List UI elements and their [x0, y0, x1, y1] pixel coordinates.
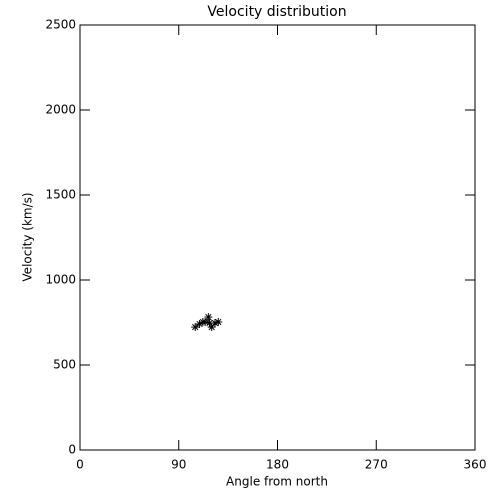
data-point: [191, 323, 200, 332]
y-tick-label: 1500: [45, 188, 76, 202]
chart-title: Velocity distribution: [207, 4, 346, 20]
plot-frame: [79, 24, 476, 451]
x-tick-label: 0: [76, 458, 84, 472]
x-axis-label: Angle from north: [226, 475, 328, 489]
data-point: [204, 313, 213, 322]
asterisk-stroke: [205, 313, 212, 321]
data-point: [207, 323, 216, 332]
y-tick-label: 0: [68, 443, 76, 457]
asterisk-stroke: [206, 319, 213, 327]
y-tick-label: 1000: [45, 273, 76, 287]
x-tick-label: 270: [365, 458, 388, 472]
x-tick-label: 360: [464, 458, 487, 472]
asterisk-stroke: [192, 323, 199, 331]
data-point: [214, 317, 223, 326]
asterisk-stroke: [215, 318, 222, 326]
y-tick-label: 2500: [45, 18, 76, 32]
y-tick-label: 500: [53, 358, 76, 372]
asterisk-stroke: [208, 323, 215, 331]
data-point: [195, 320, 204, 329]
y-tick-label: 2000: [45, 103, 76, 117]
y-axis-label: Velocity (km/s): [21, 192, 35, 281]
x-tick-label: 180: [266, 458, 289, 472]
x-tick-label: 90: [171, 458, 186, 472]
